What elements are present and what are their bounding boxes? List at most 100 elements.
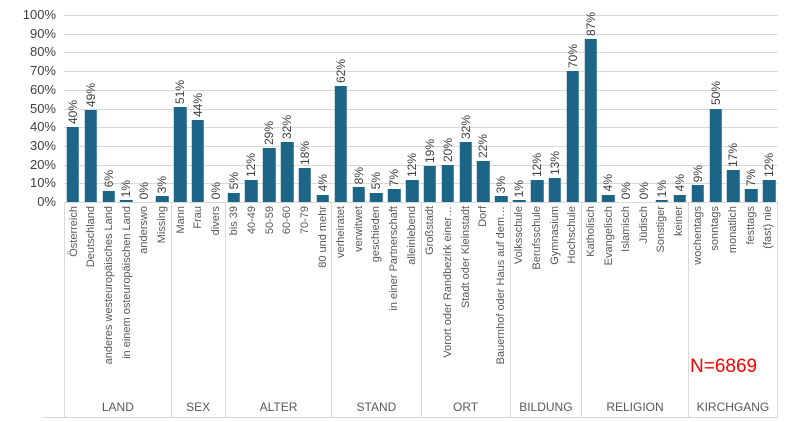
bar [352,187,365,202]
bar-slot: 17% [724,15,742,202]
y-axis-tick-label: 70% [29,63,56,79]
y-axis: 100% 90% 80% 70% 60% 50% 40% 30% 20% 10% 0% [0,7,56,209]
bar-slot: 0% [617,15,635,202]
bar-slot: 4% [314,15,332,202]
category-label: in einer Partnerschaft [388,206,401,311]
bar-slot: 32% [278,15,296,202]
category-label: in einem osteuropäischen Land [120,206,133,359]
bar-value-label: 12% [762,152,777,177]
bar-value-label: 13% [547,150,562,175]
category-group: Volksschule Berufsschule Gymnasium Hochschu… [511,202,583,418]
category-group: verheiratet verwitwet geschieden in einer P… [332,202,422,418]
bar [316,194,330,202]
category-slot: Dorf [474,202,492,418]
bar [727,170,740,202]
category-label: Evangelisch [602,206,615,266]
category-slot: Vorort oder Randbezirk einer… [439,202,457,418]
bar-value-label: 87% [583,12,598,37]
category-slot: Evangelisch [600,202,618,418]
group-axis-label: KIRCHGANG [696,400,770,414]
category-label: alleinlebend [405,206,418,265]
bar [584,39,597,202]
bar-group: 87% 4% 0% 0% 1% 4% [582,12,689,202]
bar-value-label: 4% [672,174,687,192]
y-axis-tick-label: 30% [29,137,56,153]
bar [566,71,579,202]
category-slot: 50-59 [261,202,279,418]
category-label: bis 39 [228,206,241,236]
category-slot: Sonstiger [653,202,671,418]
bar-value-label: 7% [744,168,759,186]
category-label: Berufsschule [531,206,544,270]
category-group: Großstadt Vorort oder Randbezirk einer… St… [422,202,511,418]
bar-slot: 0% [135,15,153,202]
category-slot: Jüdisch [635,202,653,418]
category-slot: anderes westeuropäisches Land [100,202,118,418]
bar-slot: 6% [100,15,118,202]
bar-slot: 87% [582,12,600,202]
bar-value-label: 9% [690,164,705,183]
category-slot: Bauernhof oder Haus auf dem… [492,202,510,418]
category-label: Frau [192,206,205,229]
bar-group: 9% 50% 17% 7% 12% [689,15,778,202]
category-label: 70-79 [298,206,311,235]
category-slot: divers [207,202,225,418]
bar-slot: 18% [296,15,314,202]
bar-group: 51% 44% 0% [171,15,225,202]
bar-value-label: 49% [83,83,98,108]
bar-value-label: 40% [65,100,80,125]
y-axis-tick-label: 80% [29,44,56,60]
bar-slot: 29% [260,15,278,202]
group-axis-label: ORT [453,400,479,414]
bar-value-label: 3% [494,176,509,194]
category-slot: in einem osteuropäischen Land [118,202,136,418]
plot-area: 40% 49% 6% 1% 0% 3% 51% 44% 0% 5% 12% 29% 32% 18% 4% 62… [64,12,778,203]
category-slot: bis 39 [226,202,244,418]
category-label: 60-60 [281,206,294,235]
bar-slot: 3% [492,15,510,202]
bar-value-label: 1% [512,179,527,198]
category-slot: festtags [742,202,760,418]
bar-group: 5% 12% 29% 32% 18% 4% [225,15,332,202]
group-axis-label: ALTER [259,400,298,414]
category-group: wochentags sonntags monatlich festtags (fast… [689,202,778,418]
y-axis-tick-label: 40% [29,119,56,135]
bar-value-label: 12% [405,152,420,177]
category-slot: anderswo [136,202,154,418]
bar-slot: 40% [64,15,82,202]
gridline [64,183,778,185]
y-axis-tick-label: 20% [29,156,56,172]
bar-value-label: 0% [619,181,634,199]
gridline [64,145,778,147]
gridline [64,15,778,16]
bar-value-label: 4% [601,174,616,192]
bar-slot: 1% [510,15,528,202]
bar-group: 62% 8% 5% 7% 12% [332,15,421,202]
group-axis-label: RELIGION [606,400,664,414]
bar-slot: 4% [599,15,617,202]
category-slot: (fast) nie [759,202,777,418]
bar [762,179,776,202]
bar-value-label: 12% [530,152,545,177]
y-axis-tick-label: 90% [29,25,56,41]
bar [173,106,187,202]
category-group: Katholisch Evangelisch Islamisch Jüdisch Son… [582,202,689,418]
bar-value-label: 0% [208,181,223,199]
bar [548,177,562,202]
bar-slot: 5% [225,15,243,202]
category-label: Sonstiger [655,206,668,253]
category-label: 80 und mehr [316,206,329,268]
bars-container: 40% 49% 6% 1% 0% 3% 51% 44% 0% 5% 12% 29% 32% 18% 4% 62… [64,12,778,202]
category-slot: Deutschland [83,202,101,418]
category-label: Gymnasium [548,206,561,265]
bar-value-label: 0% [137,181,152,199]
gridline [64,127,778,129]
category-label: 50-59 [263,206,276,235]
bar-slot: 7% [742,15,760,202]
bar-value-label: 5% [226,172,241,190]
bar-value-label: 29% [262,120,277,145]
bar-value-label: 4% [315,174,330,192]
category-label: Hochschule [566,206,579,264]
category-label: Katholisch [584,206,597,257]
